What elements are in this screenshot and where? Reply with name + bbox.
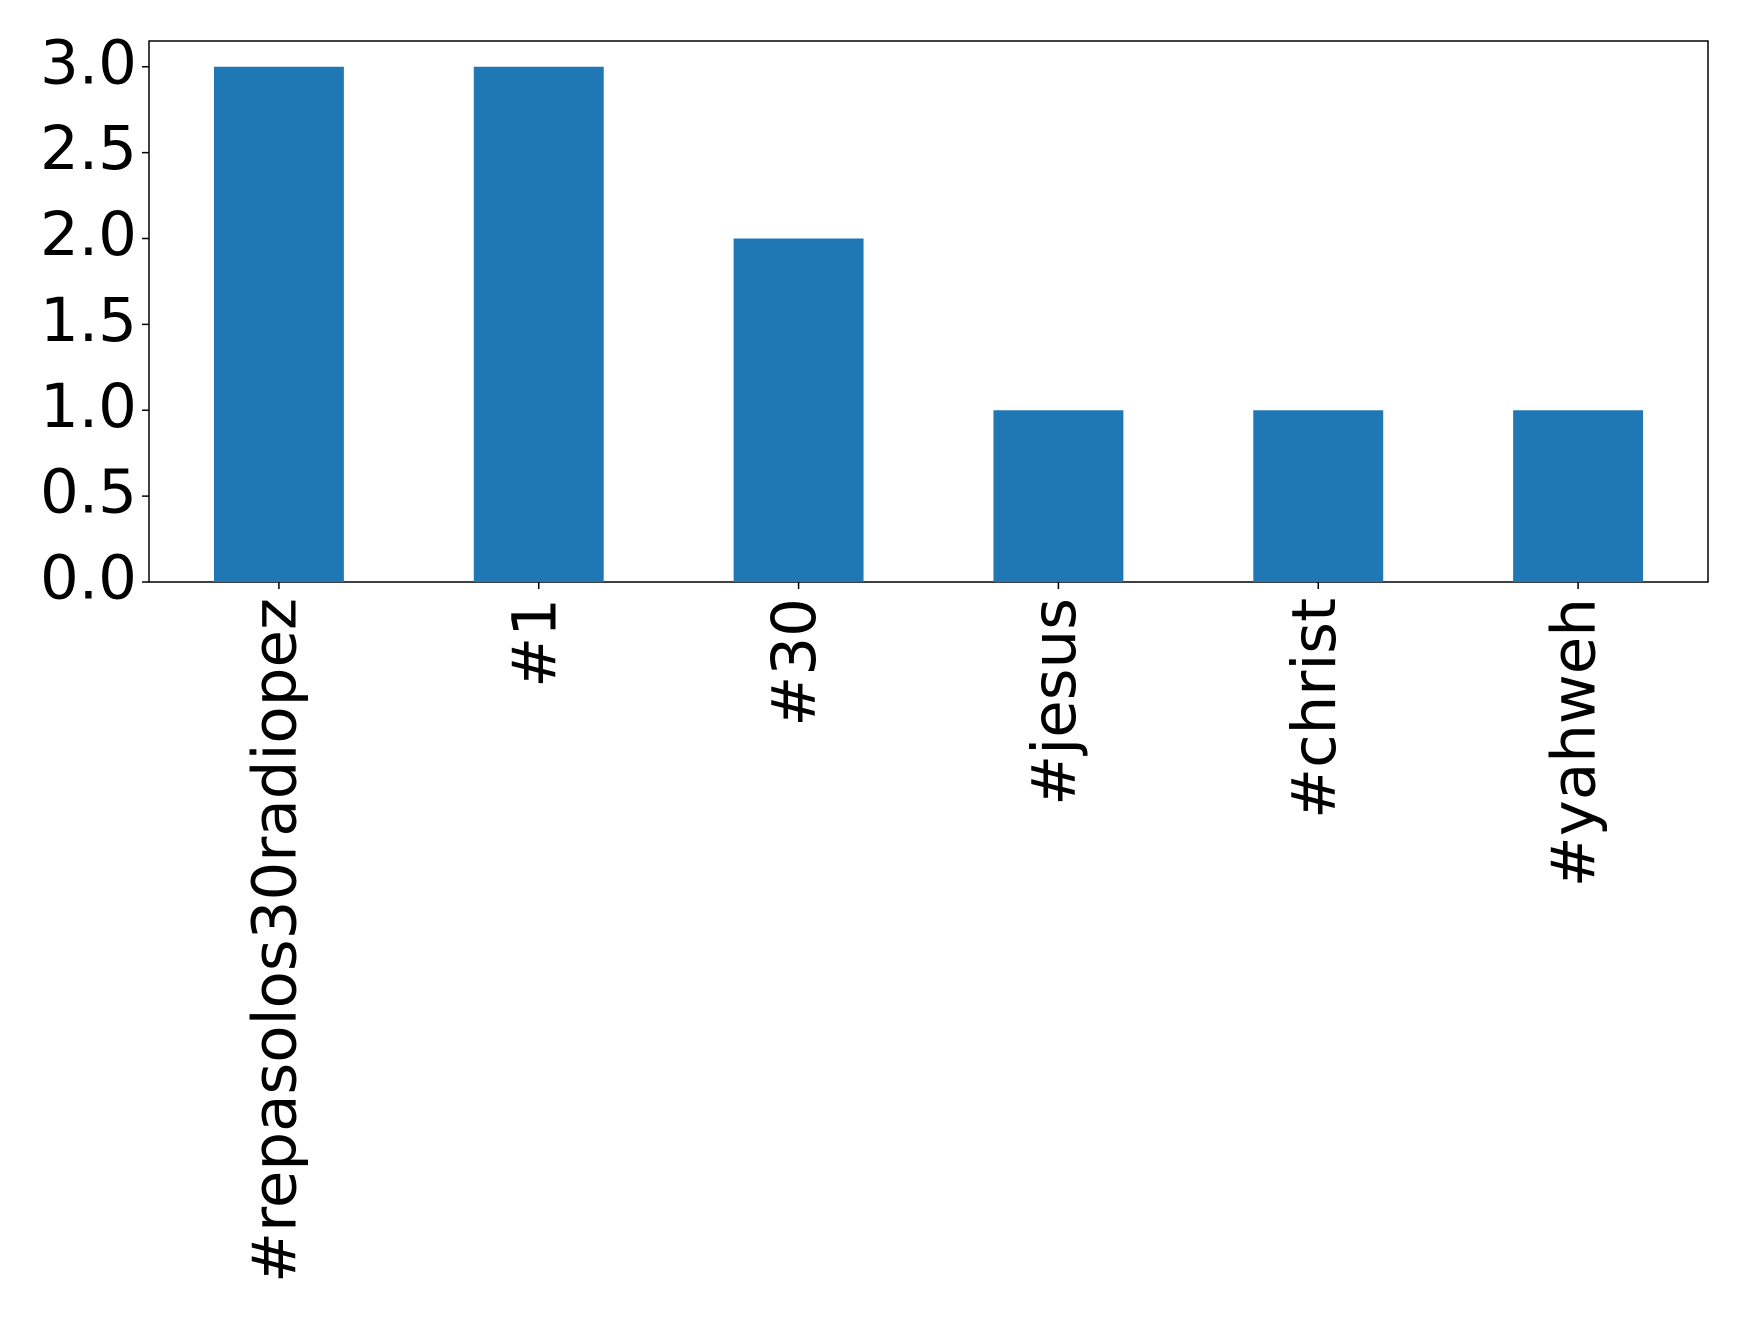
- x-tick-label: #yahweh: [1539, 598, 1610, 887]
- y-tick-label: 1.5: [40, 285, 137, 356]
- y-tick-label: 2.5: [40, 113, 137, 184]
- x-tick-label: #jesus: [1019, 598, 1090, 806]
- bar: [213, 66, 344, 582]
- bar: [993, 410, 1124, 582]
- x-tick-label: #30: [759, 598, 830, 727]
- y-tick-label: 2.0: [40, 199, 137, 270]
- bar: [733, 238, 864, 582]
- bar: [1513, 410, 1644, 582]
- x-tick-label: #repasolos30radiopez: [240, 598, 311, 1283]
- x-tick-label: #1: [499, 598, 570, 688]
- bar: [473, 66, 604, 582]
- axes-frame: [148, 40, 1709, 583]
- y-tick-label: 0.0: [40, 543, 137, 614]
- y-tick-label: 0.5: [40, 457, 137, 528]
- bar: [1253, 410, 1384, 582]
- y-tick-label: 3.0: [40, 27, 137, 98]
- x-tick-label: #christ: [1279, 598, 1350, 819]
- y-tick-label: 1.0: [40, 371, 137, 442]
